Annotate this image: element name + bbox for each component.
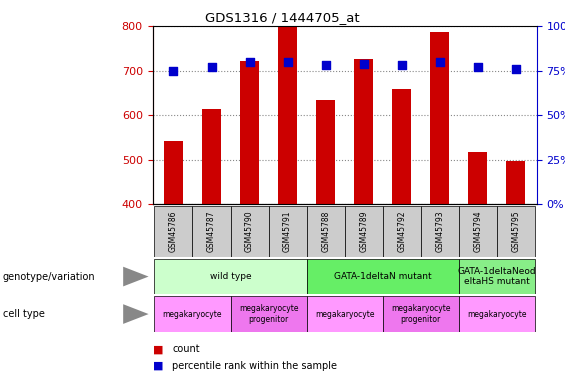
Text: GSM45794: GSM45794 — [473, 211, 483, 252]
Text: GSM45791: GSM45791 — [283, 211, 292, 252]
Bar — [459, 296, 535, 332]
Text: ■: ■ — [153, 345, 167, 354]
Text: GSM45790: GSM45790 — [245, 211, 254, 252]
Bar — [307, 296, 383, 332]
Bar — [268, 206, 307, 257]
Bar — [307, 259, 459, 294]
Text: GATA-1deltaNeod
eltaHS mutant: GATA-1deltaNeod eltaHS mutant — [458, 267, 536, 286]
Text: count: count — [172, 345, 200, 354]
Bar — [240, 61, 259, 204]
Text: GSM45787: GSM45787 — [207, 211, 216, 252]
Bar — [506, 161, 525, 204]
Bar — [497, 206, 535, 257]
Bar — [154, 259, 307, 294]
Bar — [345, 206, 383, 257]
Point — [245, 59, 254, 65]
Polygon shape — [123, 304, 149, 324]
Bar — [154, 206, 193, 257]
Bar — [231, 206, 268, 257]
Point — [435, 59, 444, 65]
Bar — [459, 259, 535, 294]
Text: GSM45788: GSM45788 — [321, 211, 330, 252]
Point — [397, 62, 406, 68]
Point — [207, 64, 216, 70]
Bar — [383, 206, 421, 257]
Text: GSM45792: GSM45792 — [397, 211, 406, 252]
Text: percentile rank within the sample: percentile rank within the sample — [172, 361, 337, 370]
Point — [511, 66, 520, 72]
Bar — [468, 152, 487, 204]
Text: GSM45789: GSM45789 — [359, 211, 368, 252]
Bar — [383, 296, 459, 332]
Text: GDS1316 / 1444705_at: GDS1316 / 1444705_at — [205, 11, 360, 24]
Bar — [193, 206, 231, 257]
Text: cell type: cell type — [3, 309, 45, 319]
Bar — [421, 206, 459, 257]
Bar — [164, 141, 183, 204]
Text: GSM45793: GSM45793 — [435, 211, 444, 252]
Text: GSM45795: GSM45795 — [511, 211, 520, 252]
Text: megakaryocyte: megakaryocyte — [163, 310, 222, 318]
Text: ■: ■ — [153, 361, 167, 370]
Text: GATA-1deltaN mutant: GATA-1deltaN mutant — [334, 272, 432, 281]
Bar — [392, 88, 411, 204]
Point — [169, 68, 178, 74]
Text: megakaryocyte
progenitor: megakaryocyte progenitor — [391, 304, 450, 324]
Bar — [316, 100, 335, 204]
Point — [321, 62, 330, 68]
Polygon shape — [123, 267, 149, 286]
Point — [473, 64, 483, 70]
Bar — [202, 109, 221, 204]
Point — [359, 61, 368, 67]
Bar — [231, 296, 307, 332]
Text: wild type: wild type — [210, 272, 251, 281]
Point — [283, 59, 292, 65]
Bar — [430, 32, 449, 204]
Text: megakaryocyte
progenitor: megakaryocyte progenitor — [239, 304, 298, 324]
Bar — [459, 206, 497, 257]
Bar — [278, 26, 297, 204]
Text: megakaryocyte: megakaryocyte — [467, 310, 527, 318]
Text: megakaryocyte: megakaryocyte — [315, 310, 375, 318]
Bar — [154, 296, 231, 332]
Text: genotype/variation: genotype/variation — [3, 272, 95, 282]
Bar — [354, 59, 373, 204]
Bar — [307, 206, 345, 257]
Text: GSM45786: GSM45786 — [169, 211, 178, 252]
